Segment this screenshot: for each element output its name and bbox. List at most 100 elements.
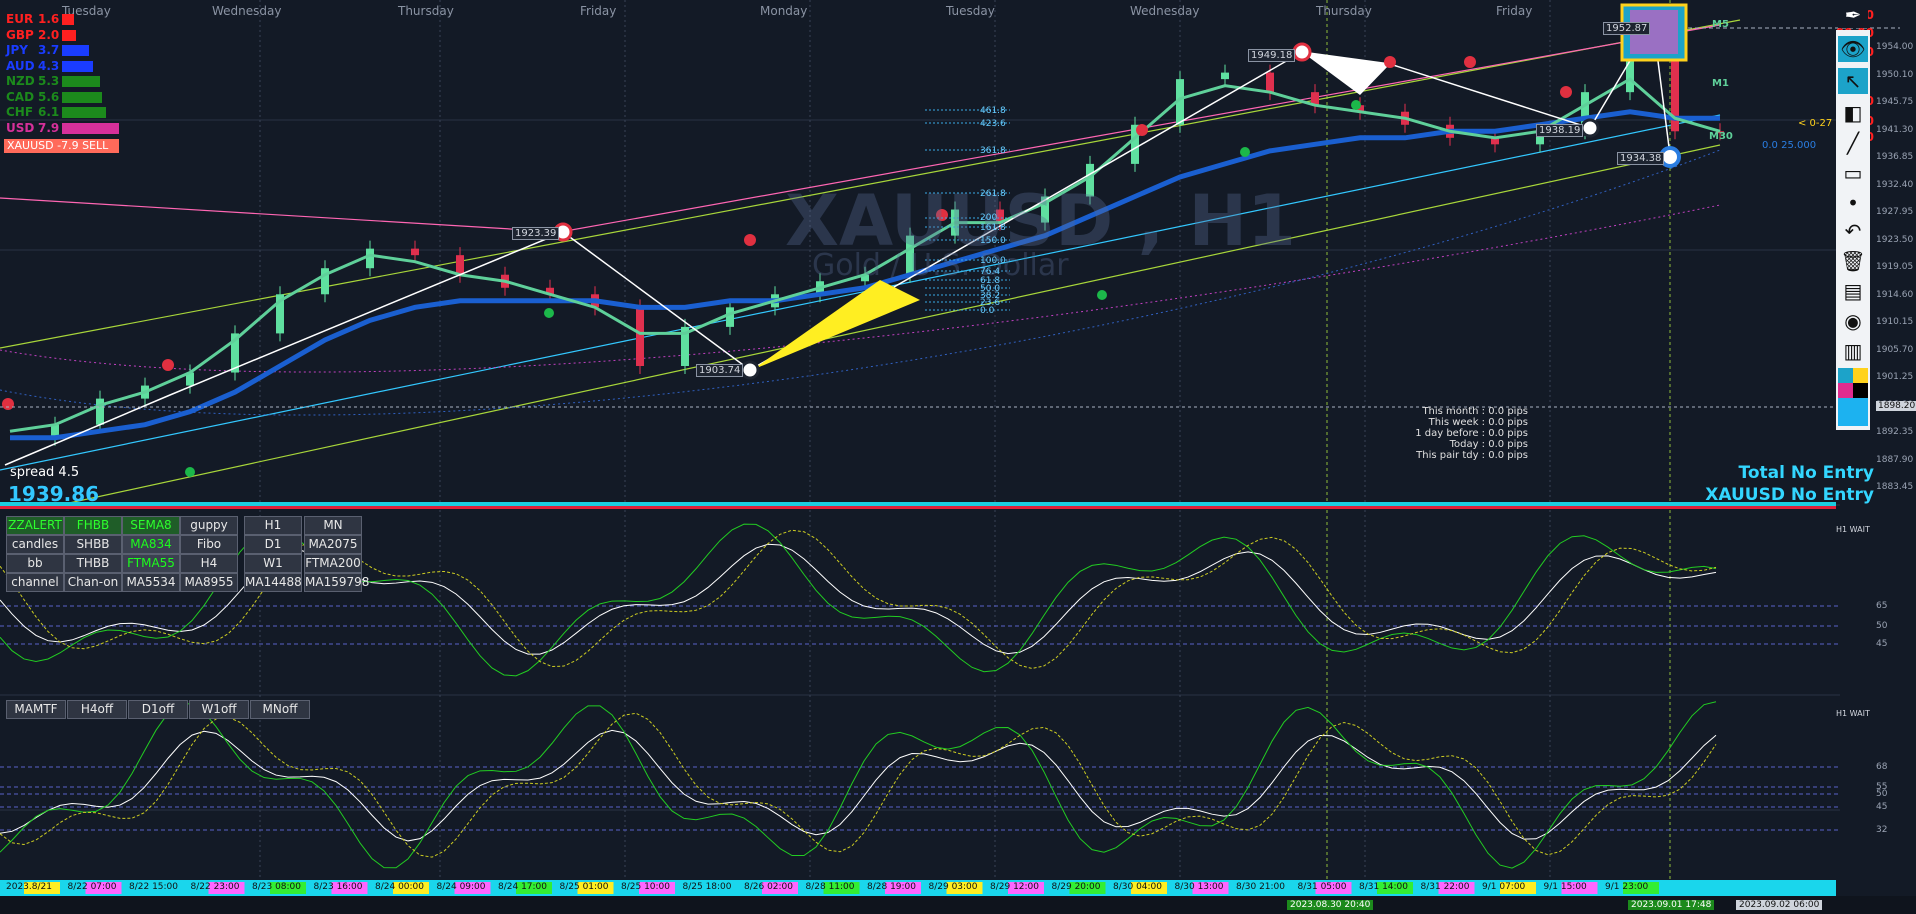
- indicator-button[interactable]: H4: [180, 554, 238, 573]
- camera-icon[interactable]: ◉: [1844, 309, 1862, 333]
- cursor-icon[interactable]: ↖: [1838, 68, 1868, 94]
- m5-label: M5: [1712, 19, 1729, 30]
- currency-code: AUD: [6, 58, 35, 73]
- time-label: 8/22 07:00: [67, 882, 117, 892]
- currency-bar: [62, 107, 106, 118]
- indicator-button[interactable]: ZZALERT: [6, 516, 64, 535]
- price-tick: 1954.00: [1876, 42, 1914, 52]
- day-label: Wednesday: [1130, 4, 1200, 18]
- color-palette[interactable]: [1838, 368, 1868, 426]
- eraser-icon[interactable]: ◧: [1843, 101, 1863, 125]
- line-icon[interactable]: ╱: [1846, 131, 1860, 155]
- fib-level-label: 161.8: [980, 223, 1006, 233]
- indicator-button[interactable]: Chan-on: [64, 573, 122, 592]
- currency-bar: [62, 29, 77, 41]
- time-label: 8/25 10:00: [621, 882, 671, 892]
- color-swatch-cyan[interactable]: [1838, 368, 1853, 383]
- oscillator-2-white: [0, 729, 1717, 842]
- time-segment: [639, 882, 675, 894]
- indicator-button[interactable]: MA8955: [180, 573, 238, 592]
- target-label-2: 0.0 25.000: [1762, 140, 1817, 151]
- indicator-button[interactable]: SHBB: [64, 535, 122, 554]
- day-label: Monday: [760, 4, 808, 18]
- indicator-button[interactable]: bb: [6, 554, 64, 573]
- time-label: 8/28 11:00: [805, 882, 855, 892]
- eye-icon[interactable]: 👁: [1838, 36, 1868, 62]
- indicator-button[interactable]: FHBB: [64, 516, 122, 535]
- clipboard-icon[interactable]: ▥: [1843, 339, 1863, 363]
- time-label: 9/1 07:00: [1482, 882, 1526, 892]
- price-tick: 1892.35: [1876, 427, 1914, 437]
- oscillator-2-green: [0, 701, 1717, 869]
- indicator-button[interactable]: MN: [304, 516, 362, 535]
- time-segment: [24, 882, 60, 894]
- undo-icon[interactable]: ↶: [1844, 219, 1862, 243]
- magenta-dotted-curve: [0, 204, 1721, 373]
- pips-stat: This month : 0.0 pips: [1422, 406, 1528, 417]
- time-segment: [762, 882, 798, 894]
- price-tick: 1914.60: [1876, 289, 1914, 300]
- currency-value: 6.1: [38, 105, 60, 119]
- fib-level-label: 0.0: [980, 306, 995, 316]
- indicator-button[interactable]: Fibo: [180, 535, 238, 554]
- time-label: 8/29 03:00: [928, 882, 978, 892]
- currency-value: 5.6: [38, 89, 60, 104]
- indicator-button[interactable]: W1: [244, 554, 302, 573]
- currency-code: USD: [6, 120, 35, 135]
- mtf-button[interactable]: MNoff: [250, 700, 310, 719]
- time-label: 8/29 20:00: [1051, 882, 1101, 892]
- tram-icon[interactable]: ▤: [1843, 279, 1863, 303]
- ruler-icon[interactable]: ▭: [1843, 161, 1863, 185]
- fib-level-label: 38.2: [980, 291, 1001, 301]
- pink-trendline: [0, 197, 561, 233]
- currency-bar: [62, 122, 119, 134]
- indicator-button[interactable]: MA834: [122, 535, 180, 554]
- indicator-button[interactable]: D1: [244, 535, 302, 554]
- indicator-button[interactable]: candles: [6, 535, 64, 554]
- mtf-button[interactable]: W1off: [189, 700, 249, 719]
- m1-label: M1: [1712, 78, 1729, 89]
- color-swatch-blue[interactable]: [1838, 398, 1868, 426]
- pips-stat: This week : 0.0 pips: [1428, 417, 1528, 428]
- indicator-button[interactable]: FTMA55: [122, 554, 180, 573]
- time-label: 8/31 05:00: [1297, 882, 1347, 892]
- indicator-button[interactable]: MA2075: [304, 535, 362, 554]
- price-tick: 1905.70: [1876, 344, 1914, 355]
- indicator-button[interactable]: SEMA8: [122, 516, 180, 535]
- time-segment: [85, 882, 122, 894]
- color-swatch-magenta[interactable]: [1838, 383, 1853, 398]
- main-panel-separator: [0, 502, 1836, 506]
- harmonic-pattern-2: [1302, 52, 1390, 95]
- time-label: 8/30 13:00: [1174, 882, 1224, 892]
- indicator-button[interactable]: MA14488: [244, 573, 302, 592]
- mtf-button[interactable]: H4off: [67, 700, 127, 719]
- time-segment: [700, 882, 737, 894]
- time-label: 2023.8/21: [6, 882, 52, 892]
- time-label: 8/31 22:00: [1420, 882, 1470, 892]
- mtf-button[interactable]: MAMTF: [6, 700, 66, 719]
- osc2-level: 55: [1876, 782, 1888, 792]
- fib-level-label: 150.0: [980, 236, 1006, 246]
- indicator-button[interactable]: channel: [6, 573, 64, 592]
- color-swatch-black[interactable]: [1853, 383, 1868, 398]
- indicator-button[interactable]: H1: [244, 516, 302, 535]
- mtf-button[interactable]: D1off: [128, 700, 188, 719]
- time-strip-segments: [24, 882, 1659, 894]
- m30-label: M30: [1709, 131, 1733, 142]
- time-segment: [1500, 882, 1536, 894]
- pen-icon[interactable]: ✒: [1838, 2, 1868, 28]
- trash-icon[interactable]: 🗑: [1840, 249, 1866, 273]
- indicator-button[interactable]: guppy: [180, 516, 238, 535]
- dot-icon[interactable]: •: [1847, 191, 1859, 215]
- time-segment: [331, 882, 368, 894]
- time-label: 8/24 17:00: [498, 882, 548, 892]
- price-label-low-2: 1938.19: [1536, 124, 1584, 137]
- color-swatch-yellow[interactable]: [1853, 368, 1868, 383]
- price-label-low-3: 1934.38: [1617, 152, 1665, 165]
- indicator-button[interactable]: THBB: [64, 554, 122, 573]
- indicator-button[interactable]: MA5534: [122, 573, 180, 592]
- indicator-button[interactable]: FTMA200: [304, 554, 362, 573]
- indicator-button[interactable]: MA159798: [304, 573, 369, 592]
- fib-level-label: 23.6: [980, 298, 1001, 308]
